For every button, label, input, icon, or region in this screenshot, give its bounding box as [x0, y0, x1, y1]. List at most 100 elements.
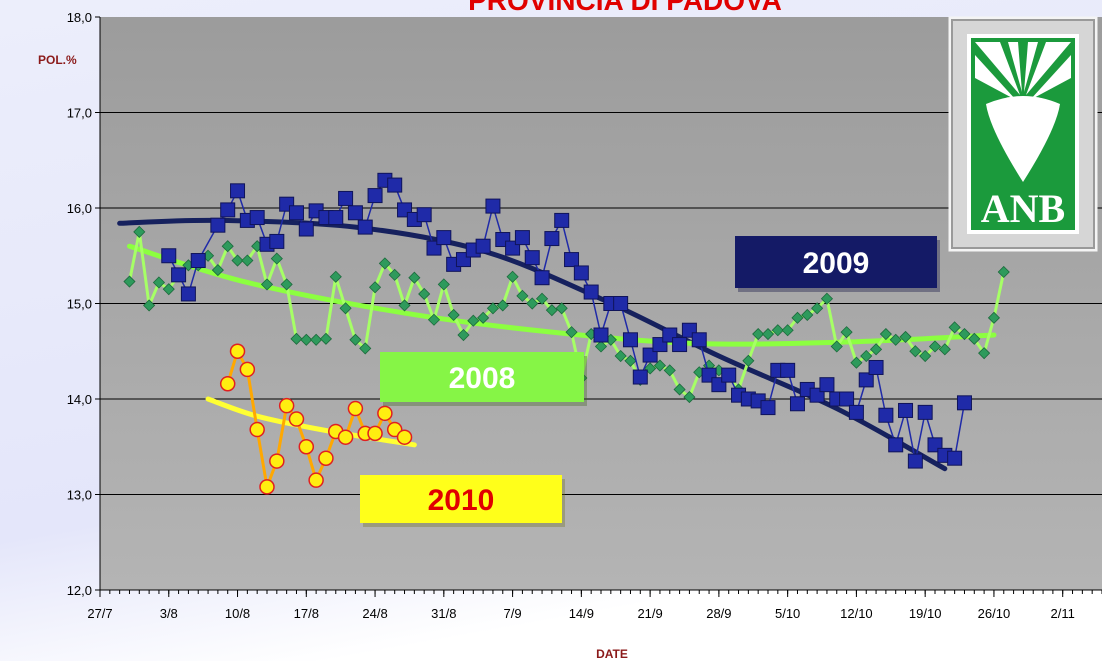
marker — [329, 270, 342, 283]
y-tick-label: 18,0 — [67, 10, 92, 25]
marker — [398, 299, 411, 312]
y-tick-label: 17,0 — [67, 106, 92, 121]
marker — [300, 333, 313, 346]
x-tick-label: 31/8 — [431, 606, 456, 621]
marker — [378, 257, 391, 270]
marker — [221, 240, 234, 253]
marker — [535, 292, 549, 305]
marker — [752, 327, 765, 341]
marker — [162, 283, 175, 296]
axes: 12,0 13,0 14,0 15,0 16,0 17,0 18,0 27/7 3/8 10/8 1… — [67, 10, 1102, 621]
marker — [249, 421, 265, 438]
series-square — [161, 172, 972, 469]
marker — [622, 332, 638, 348]
marker — [270, 252, 283, 265]
y-tick-label: 13,0 — [67, 488, 92, 503]
marker — [367, 188, 383, 204]
x-tick-label: 2/11 — [1051, 606, 1075, 621]
marker — [418, 287, 431, 301]
marker — [672, 337, 688, 353]
marker — [848, 404, 864, 420]
marker — [781, 324, 794, 337]
marker — [475, 238, 491, 254]
marker — [349, 333, 362, 346]
marker — [811, 302, 824, 315]
logo-text: ANB — [981, 186, 1065, 231]
marker — [319, 332, 333, 345]
marker — [290, 332, 303, 345]
marker — [298, 439, 315, 455]
marker — [388, 268, 401, 281]
marker — [496, 299, 509, 312]
marker — [869, 343, 883, 356]
marker — [467, 314, 480, 327]
marker — [259, 479, 275, 495]
x-tick-label: 7/9 — [504, 606, 522, 621]
marker — [968, 332, 981, 345]
marker — [368, 281, 382, 294]
marker — [987, 311, 1001, 324]
marker — [486, 302, 500, 315]
marker — [516, 289, 529, 302]
marker — [347, 205, 363, 221]
marker — [907, 453, 923, 469]
x-tick-label: 26/10 — [978, 606, 1011, 621]
marker — [377, 405, 393, 422]
y-axis-label: POL.% — [38, 53, 77, 67]
marker — [860, 349, 873, 363]
marker — [526, 297, 539, 310]
marker — [898, 402, 914, 418]
marker — [917, 404, 933, 420]
x-tick-label: 24/8 — [362, 606, 387, 621]
marker — [997, 265, 1010, 279]
marker — [230, 183, 246, 199]
marker — [328, 210, 344, 226]
x-tick-label: 5/10 — [775, 606, 800, 621]
marker — [161, 248, 177, 264]
marker — [437, 278, 450, 291]
marker — [133, 225, 146, 238]
marker — [771, 324, 784, 337]
x-tick-label: 19/10 — [909, 606, 942, 621]
marker — [554, 212, 570, 228]
marker — [143, 299, 156, 312]
marker — [958, 327, 971, 341]
marker — [485, 198, 501, 214]
marker — [477, 311, 490, 324]
marker — [416, 207, 432, 223]
marker — [850, 356, 863, 369]
marker — [506, 270, 519, 283]
marker — [801, 308, 814, 322]
marker — [879, 327, 892, 341]
label-2008: 2008 — [380, 352, 587, 406]
marker — [298, 221, 314, 237]
series-label: 2008 — [449, 362, 516, 395]
marker — [339, 302, 352, 315]
marker — [288, 411, 305, 427]
marker — [683, 391, 696, 404]
marker — [544, 231, 560, 247]
marker — [760, 400, 776, 416]
marker — [858, 372, 874, 388]
marker — [878, 407, 894, 423]
marker — [956, 395, 972, 411]
marker — [269, 453, 285, 469]
marker — [564, 252, 580, 268]
marker — [947, 450, 963, 466]
label-box — [380, 352, 584, 402]
marker — [278, 397, 295, 414]
label-2009: 2009 — [735, 236, 940, 292]
marker — [583, 284, 599, 300]
x-tick-label: 21/9 — [637, 606, 662, 621]
marker — [593, 327, 609, 343]
marker — [614, 349, 627, 363]
marker — [534, 270, 550, 286]
marker — [789, 396, 805, 412]
marker — [231, 254, 244, 267]
marker — [171, 267, 187, 283]
x-tick-label: 17/8 — [294, 606, 319, 621]
marker — [919, 349, 932, 363]
marker — [269, 233, 285, 249]
y-tick-label: 14,0 — [67, 392, 92, 407]
marker — [820, 292, 834, 305]
